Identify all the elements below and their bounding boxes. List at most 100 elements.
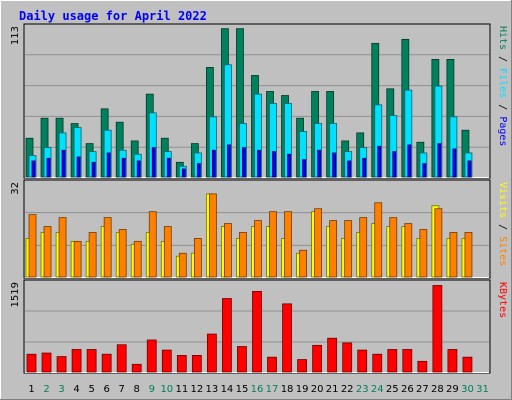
bar-sites-day-25 [389,217,398,278]
x-tick-label-day-9: 9 [149,384,155,395]
bar-pages-day-10 [166,157,171,178]
bar-kbytes-day-28 [432,285,443,373]
bar-sites-day-23 [359,217,368,278]
x-tick-label-day-4: 4 [73,384,79,395]
x-tick-label-day-23: 23 [356,384,369,395]
x-tick-label-day-5: 5 [88,384,94,395]
bar-kbytes-day-30 [462,356,473,373]
bar-kbytes-day-13 [206,333,217,373]
bar-sites-day-19 [299,249,307,278]
bar-sites-day-27 [419,229,428,278]
x-tick-label-day-20: 20 [311,384,324,395]
bar-sites-day-30 [464,232,473,278]
bar-kbytes-day-8 [131,363,142,373]
x-tick-label-day-29: 29 [446,384,459,395]
bar-kbytes-day-6 [101,353,112,373]
bar-pages-day-16 [257,149,261,178]
x-tick-label-day-7: 7 [119,384,125,395]
bar-pages-day-20 [317,149,322,178]
x-tick-label-day-27: 27 [416,384,429,395]
legend-entry-sites: Sites [497,236,508,266]
bar-kbytes-day-12 [191,355,202,373]
legend-entry-hits: Hits [497,26,508,50]
bar-pages-day-12 [196,163,201,178]
x-tick-label-day-17: 17 [266,384,279,395]
bar-pages-day-24 [377,145,382,178]
bar-sites-day-20 [314,208,323,278]
bar-sites-day-15 [239,232,247,278]
x-tick-label-day-6: 6 [103,384,109,395]
bar-sites-day-4 [73,240,82,278]
bar-pages-day-14 [227,144,231,178]
bar-sites-day-17 [269,211,277,278]
bar-sites-day-18 [284,211,292,278]
bar-pages-day-28 [437,143,442,178]
legend-entry-visits: Visits [497,182,508,218]
bar-pages-day-2 [46,157,51,178]
bar-pages-day-22 [347,160,352,178]
panel-visits-sites: 32 Visits / Sites [10,179,508,279]
bar-sites-day-3 [58,217,67,278]
bar-sites-day-29 [449,232,458,278]
panel-legend: Visits / Sites [497,182,508,266]
bar-kbytes-day-16 [252,291,262,373]
x-tick-label-day-8: 8 [134,384,140,395]
bar-kbytes-day-23 [357,349,368,373]
bar-pages-day-5 [91,161,96,178]
bar-sites-day-24 [374,202,383,278]
bar-pages-day-11 [181,168,186,178]
x-tick-label-day-16: 16 [251,384,264,395]
legend-entry-pages: Pages [497,116,508,146]
bar-pages-day-13 [211,149,216,178]
bar-kbytes-day-3 [56,356,67,373]
bar-pages-day-1 [31,160,36,178]
x-tick-label-day-28: 28 [431,384,444,395]
x-tick-label-day-12: 12 [191,384,204,395]
bar-pages-day-15 [242,147,246,178]
bar-pages-day-3 [61,149,66,178]
bar-kbytes-day-15 [237,346,247,373]
bar-pages-day-7 [121,157,126,178]
x-tick-label-day-1: 1 [28,384,34,395]
x-tick-label-day-14: 14 [221,384,234,395]
bar-kbytes-day-24 [372,353,383,373]
bar-kbytes-day-17 [267,356,277,373]
y-max-label: 113 [10,26,21,45]
bar-kbytes-day-14 [222,298,232,373]
bar-kbytes-day-10 [161,349,172,373]
x-tick-label-day-10: 10 [160,384,173,395]
bar-kbytes-day-22 [342,342,353,373]
bar-kbytes-day-11 [176,355,187,373]
panel-kbytes: 1519 KBytes [10,279,508,374]
bar-pages-day-19 [302,159,306,178]
bar-sites-day-2 [43,226,52,278]
x-tick-label-day-19: 19 [296,384,309,395]
bar-sites-day-8 [133,240,142,278]
y-max-label: 1519 [10,282,21,307]
x-tick-label-day-2: 2 [43,384,49,395]
bar-pages-day-18 [287,153,291,178]
legend-separator: / [497,50,508,68]
x-tick-label-day-21: 21 [326,384,339,395]
bar-kbytes-day-18 [282,303,292,373]
bar-kbytes-day-1 [26,353,37,373]
panel-hits-files-pages: 113 Hits / Files / Pages [10,23,508,179]
bar-kbytes-day-19 [297,359,307,373]
x-tick-label-day-3: 3 [58,384,64,395]
bar-sites-day-11 [178,252,187,278]
bar-kbytes-day-26 [402,349,413,373]
bar-pages-day-21 [332,152,337,178]
bar-sites-day-22 [344,220,353,278]
x-tick-label-day-31: 31 [476,384,489,395]
x-tick-label-day-13: 13 [206,384,219,395]
bar-kbytes-day-2 [41,352,52,373]
x-tick-label-day-24: 24 [371,384,384,395]
bar-sites-day-9 [148,211,157,278]
bar-kbytes-day-25 [387,349,398,373]
bar-kbytes-day-21 [327,337,338,373]
bar-pages-day-9 [151,147,156,178]
y-max-label: 32 [10,182,21,195]
bar-sites-day-28 [434,208,443,278]
bar-pages-day-29 [452,148,457,178]
